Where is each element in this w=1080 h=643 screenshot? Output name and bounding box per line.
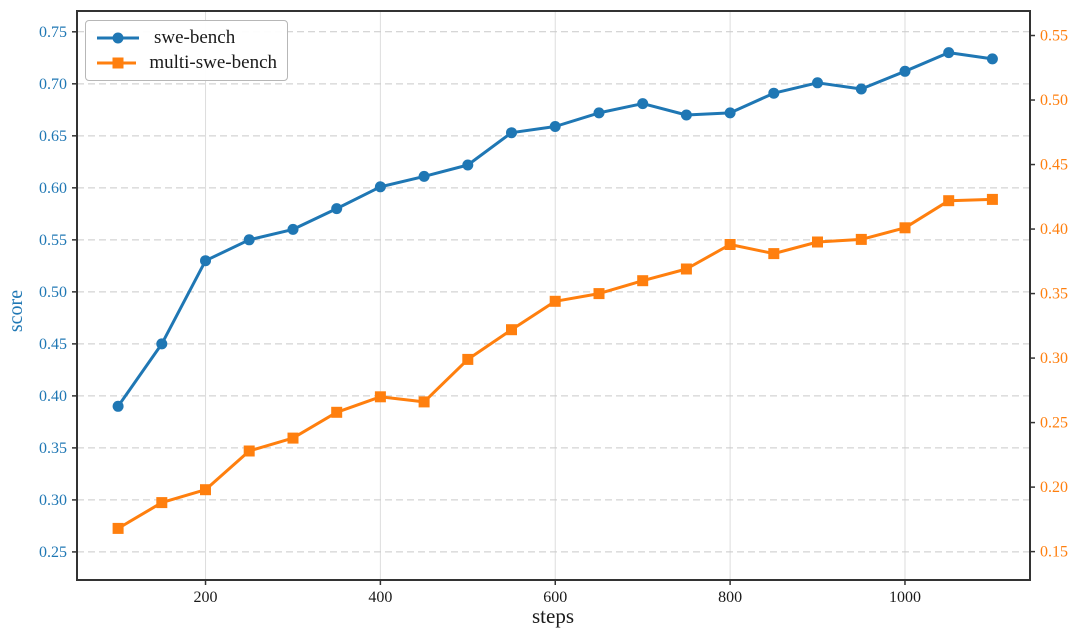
tick-label-right: 0.35 bbox=[1040, 286, 1068, 303]
legend-sample-marker bbox=[112, 57, 124, 69]
tick-label-right: 0.55 bbox=[1040, 28, 1068, 45]
data-point-circle bbox=[943, 47, 955, 59]
data-point-square bbox=[899, 222, 911, 234]
data-point-square bbox=[462, 353, 474, 365]
legend-item-multi-swe-bench: multi-swe-bench bbox=[95, 51, 277, 75]
tick-label-right: 0.45 bbox=[1040, 157, 1068, 174]
gridlines bbox=[77, 11, 1030, 580]
y-axis-label-score: score bbox=[5, 289, 27, 333]
tick-label-left: 0.60 bbox=[39, 180, 67, 197]
data-point-square bbox=[724, 239, 736, 250]
tick-label-right: 0.30 bbox=[1040, 350, 1068, 367]
series-multi-swe-bench bbox=[112, 193, 998, 534]
data-point-square bbox=[593, 288, 605, 300]
tick-label-left: 0.30 bbox=[39, 492, 67, 509]
data-point-circle bbox=[899, 65, 911, 77]
data-point-square bbox=[243, 445, 255, 457]
data-point-circle bbox=[680, 109, 692, 121]
tick-label-left: 0.35 bbox=[39, 440, 67, 457]
data-point-circle bbox=[637, 98, 649, 110]
data-point-square bbox=[112, 522, 124, 534]
data-point-square bbox=[156, 497, 168, 509]
tick-label-left: 0.40 bbox=[39, 388, 67, 405]
multi-swe-bench-line-marker-icon bbox=[97, 57, 137, 69]
tick-label-right: 0.15 bbox=[1040, 544, 1068, 561]
data-point-square bbox=[855, 233, 867, 245]
data-point-square bbox=[680, 263, 692, 275]
tick-label-right: 0.40 bbox=[1040, 221, 1068, 238]
x-axis-label-steps: steps bbox=[532, 604, 574, 628]
data-point-circle bbox=[200, 255, 211, 267]
data-point-circle bbox=[812, 77, 823, 89]
data-point-square bbox=[549, 295, 561, 307]
tick-label-left: 0.75 bbox=[39, 24, 67, 41]
data-point-circle bbox=[287, 223, 299, 235]
data-point-circle bbox=[855, 83, 867, 95]
data-point-circle bbox=[986, 53, 998, 65]
tick-label-x: 200 bbox=[194, 589, 218, 606]
tick-label-right: 0.20 bbox=[1040, 479, 1068, 496]
legend-sample-marker bbox=[112, 32, 124, 44]
data-point-square bbox=[812, 236, 823, 248]
data-point-square bbox=[374, 391, 386, 403]
data-point-circle bbox=[724, 107, 736, 119]
tick-label-left: 0.65 bbox=[39, 128, 67, 145]
data-point-square bbox=[768, 248, 780, 260]
data-point-circle bbox=[462, 159, 474, 171]
series-swe-bench bbox=[112, 47, 998, 412]
legend-label: swe-bench bbox=[154, 27, 236, 49]
axis-ticks: 0.25 0.30 0.35 0.40 0.45 0.50 0.55 0.60 0.65 0.70… bbox=[39, 24, 1068, 606]
tick-label-x: 600 bbox=[543, 589, 567, 606]
tick-label-right: 0.50 bbox=[1040, 92, 1068, 109]
tick-label-x: 800 bbox=[718, 589, 742, 606]
data-point-square bbox=[331, 406, 343, 418]
plot-frame bbox=[76, 10, 1031, 581]
data-point-square bbox=[986, 193, 998, 205]
tick-label-left: 0.70 bbox=[39, 76, 67, 93]
data-point-square bbox=[637, 275, 649, 287]
tick-label-left: 0.25 bbox=[39, 544, 67, 561]
data-point-circle bbox=[418, 170, 430, 182]
data-point-circle bbox=[768, 87, 780, 99]
data-point-circle bbox=[243, 234, 255, 246]
data-point-circle bbox=[331, 203, 343, 215]
tick-label-right: 0.25 bbox=[1040, 415, 1068, 432]
data-point-circle bbox=[549, 121, 561, 132]
legend-label: multi-swe-bench bbox=[149, 51, 277, 73]
data-point-square bbox=[943, 195, 955, 207]
data-point-circle bbox=[374, 181, 386, 193]
tick-label-x: 400 bbox=[368, 589, 392, 606]
chart-legend: swe-bench multi-swe-bench bbox=[85, 20, 288, 81]
data-point-circle bbox=[593, 107, 605, 119]
legend-item-swe-bench: swe-bench bbox=[95, 26, 277, 50]
data-point-circle bbox=[506, 127, 517, 139]
swe-bench-line-marker-icon bbox=[97, 32, 139, 44]
data-point-square bbox=[200, 484, 211, 496]
data-point-square bbox=[418, 396, 430, 408]
tick-label-left: 0.45 bbox=[39, 336, 67, 353]
tick-label-left: 0.55 bbox=[39, 232, 67, 249]
tick-label-x: 1000 bbox=[889, 589, 921, 606]
tick-label-left: 0.50 bbox=[39, 284, 67, 301]
data-point-circle bbox=[156, 338, 168, 350]
data-point-square bbox=[287, 432, 299, 444]
data-point-circle bbox=[112, 400, 124, 412]
data-point-square bbox=[506, 324, 517, 336]
